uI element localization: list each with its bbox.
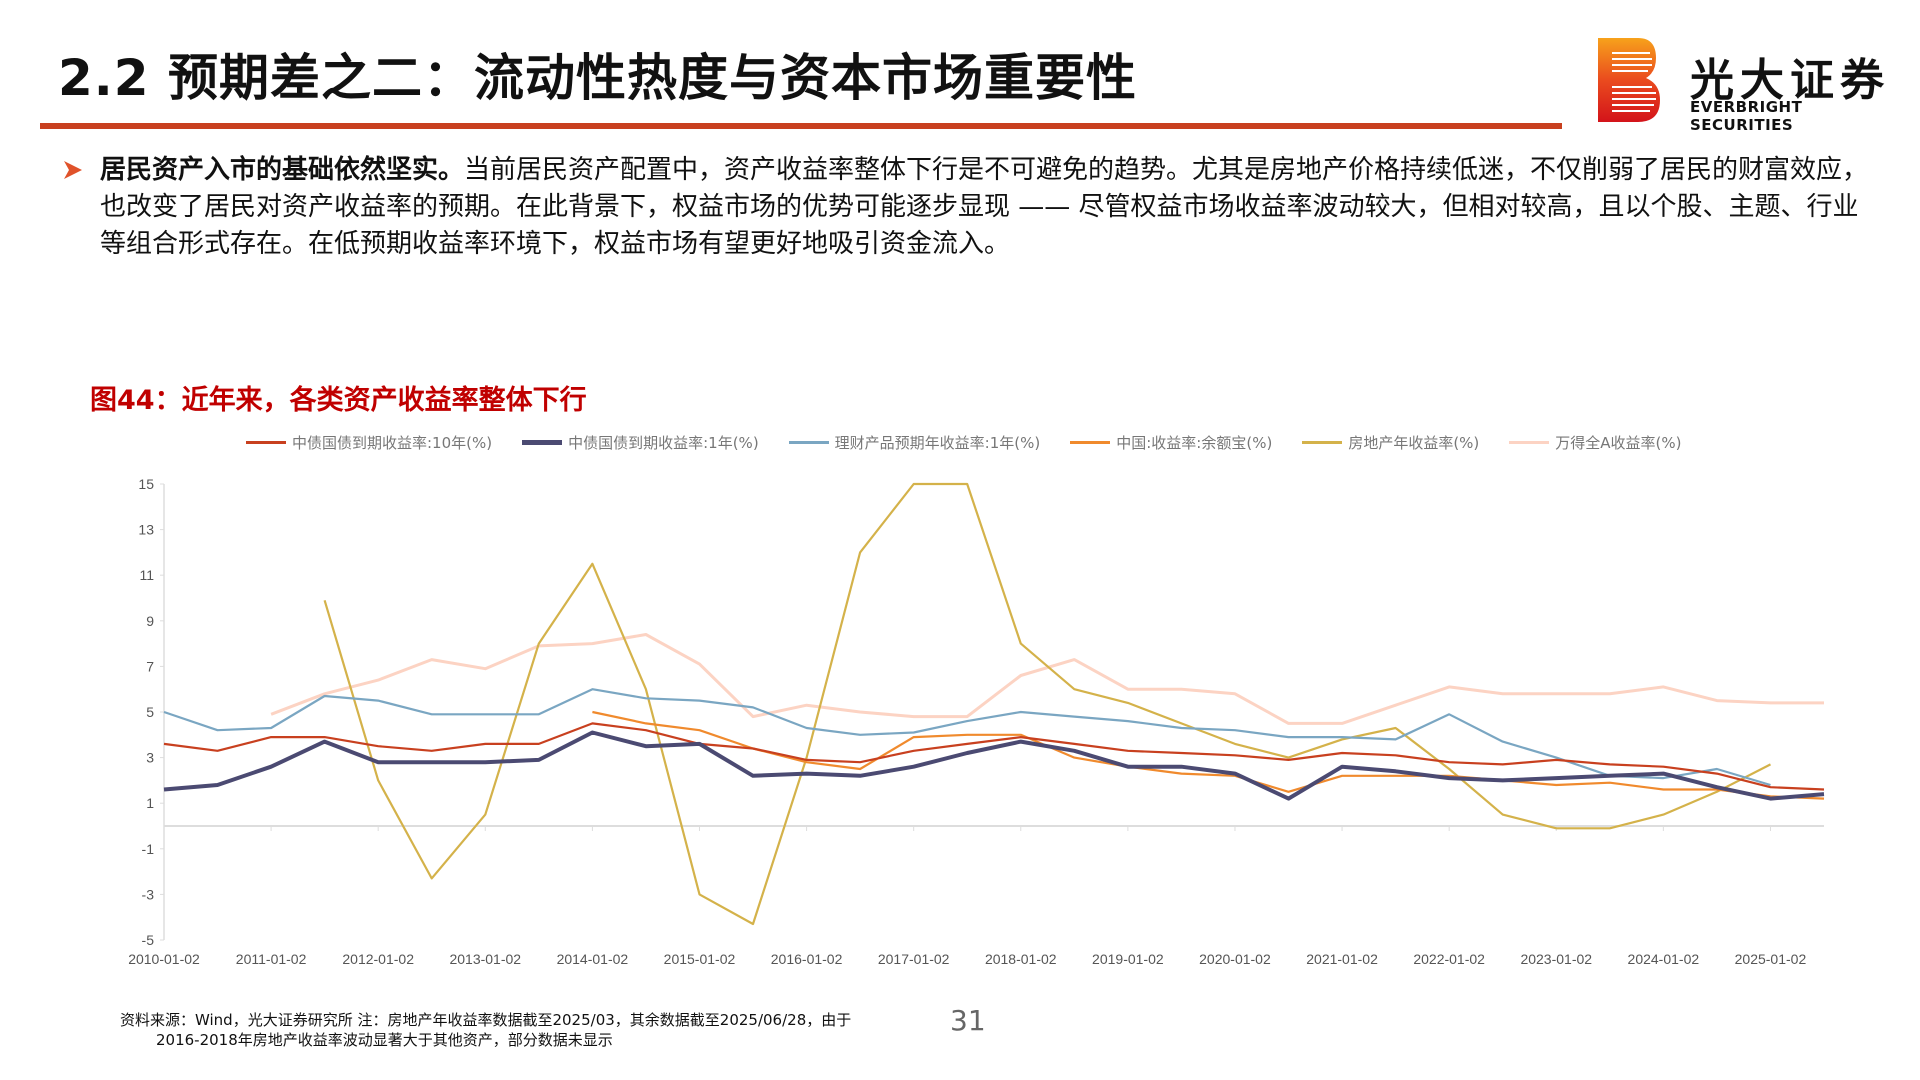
legend-label: 中债国债到期收益率:10年(%) [292, 434, 493, 452]
legend-swatch [522, 440, 563, 445]
svg-text:2021-01-02: 2021-01-02 [1306, 951, 1378, 967]
legend-label: 理财产品预期年收益率:1年(%) [834, 434, 1041, 452]
svg-text:2011-01-02: 2011-01-02 [236, 951, 307, 967]
page-title: 2.2 预期差之二：流动性热度与资本市场重要性 [58, 49, 1137, 107]
line-chart: 15 13 11 9 7 5 3 1 -1 -3 -5 2010-01-02 2011-01-02 201… [128, 476, 1825, 967]
bullet-headline: 居民资产入市的基础依然坚实。 [100, 155, 465, 185]
legend-label: 房地产年收益率(%) [1348, 434, 1480, 452]
title-divider [40, 123, 1562, 129]
legend-item: 房地产年收益率(%) [1302, 432, 1479, 453]
series-line [163, 688, 1771, 787]
legend-item: 中国:收益率:余额宝(%) [1070, 432, 1272, 453]
svg-text:5: 5 [146, 704, 154, 720]
legend-swatch [1302, 441, 1343, 444]
svg-text:15: 15 [138, 476, 154, 492]
svg-text:2025-01-02: 2025-01-02 [1735, 951, 1807, 967]
svg-text:2023-01-02: 2023-01-02 [1520, 951, 1592, 967]
source-note: 资料来源：Wind，光大证券研究所 注：房地产年收益率数据截至2025/03，其… [120, 1010, 851, 1050]
series-line [270, 633, 1824, 725]
legend-swatch [1070, 441, 1111, 444]
svg-text:2012-01-02: 2012-01-02 [342, 951, 414, 967]
source-line-1: 资料来源：Wind，光大证券研究所 注：房地产年收益率数据截至2025/03，其… [120, 1011, 852, 1029]
series-line [323, 482, 1772, 926]
svg-text:-1: -1 [142, 841, 155, 857]
svg-text:2019-01-02: 2019-01-02 [1092, 951, 1164, 967]
svg-text:11: 11 [139, 567, 154, 583]
company-logo: 光大证券 EVERBRIGHT SECURITIES [1598, 38, 1908, 134]
svg-text:2022-01-02: 2022-01-02 [1413, 951, 1485, 967]
svg-text:2020-01-02: 2020-01-02 [1199, 951, 1271, 967]
legend-label: 中债国债到期收益率:1年(%) [568, 434, 759, 452]
legend-swatch [246, 441, 286, 444]
bullet-paragraph: 居民资产入市的基础依然坚实。当前居民资产配置中，资产收益率整体下行是不可避免的趋… [62, 152, 1882, 263]
svg-text:2010-01-02: 2010-01-02 [128, 951, 200, 967]
page-number: 31 [950, 1004, 986, 1037]
svg-text:2013-01-02: 2013-01-02 [449, 951, 521, 967]
svg-text:7: 7 [146, 658, 154, 674]
source-line-2: 2016-2018年房地产收益率波动显著大于其他资产，部分数据未显示 [156, 1031, 613, 1049]
figure-title: 图44：近年来，各类资产收益率整体下行 [90, 385, 587, 416]
bullet-body: 当前居民资产配置中，资产收益率整体下行是不可避免的趋势。尤其是房地产价格持续低迷… [100, 155, 1869, 259]
series-line [163, 722, 1825, 791]
svg-text:2018-01-02: 2018-01-02 [985, 951, 1057, 967]
svg-text:1: 1 [146, 795, 154, 811]
legend-swatch [788, 441, 829, 444]
svg-text:2017-01-02: 2017-01-02 [878, 951, 950, 967]
legend-item: 万得全A收益率(%) [1509, 432, 1682, 453]
logo-name-cn: 光大证券 [1690, 55, 1890, 106]
svg-text:9: 9 [146, 613, 154, 629]
legend-label: 万得全A收益率(%) [1555, 434, 1682, 452]
svg-text:-3: -3 [142, 886, 155, 902]
svg-text:3: 3 [146, 750, 154, 766]
svg-text:2016-01-02: 2016-01-02 [771, 951, 843, 967]
svg-text:13: 13 [138, 522, 154, 538]
everbright-b-logo-icon [1598, 38, 1660, 122]
svg-text:2024-01-02: 2024-01-02 [1628, 951, 1700, 967]
svg-text:2014-01-02: 2014-01-02 [557, 951, 629, 967]
logo-name-en: EVERBRIGHT SECURITIES [1690, 98, 1803, 134]
legend-item: 中债国债到期收益率:10年(%) [246, 432, 492, 453]
series-line [592, 710, 1825, 800]
series-line [163, 730, 1825, 801]
svg-text:2015-01-02: 2015-01-02 [664, 951, 736, 967]
legend-label: 中国:收益率:余额宝(%) [1116, 434, 1273, 452]
chart-legend: 中债国债到期收益率:10年(%) 中债国债到期收益率:1年(%) 理财产品预期年收益… [246, 432, 1682, 453]
svg-text:-5: -5 [142, 932, 155, 948]
legend-swatch [1509, 441, 1550, 444]
legend-item: 理财产品预期年收益率:1年(%) [788, 432, 1041, 453]
legend-item: 中债国债到期收益率:1年(%) [522, 432, 759, 453]
arrow-bullet-icon [64, 161, 82, 179]
